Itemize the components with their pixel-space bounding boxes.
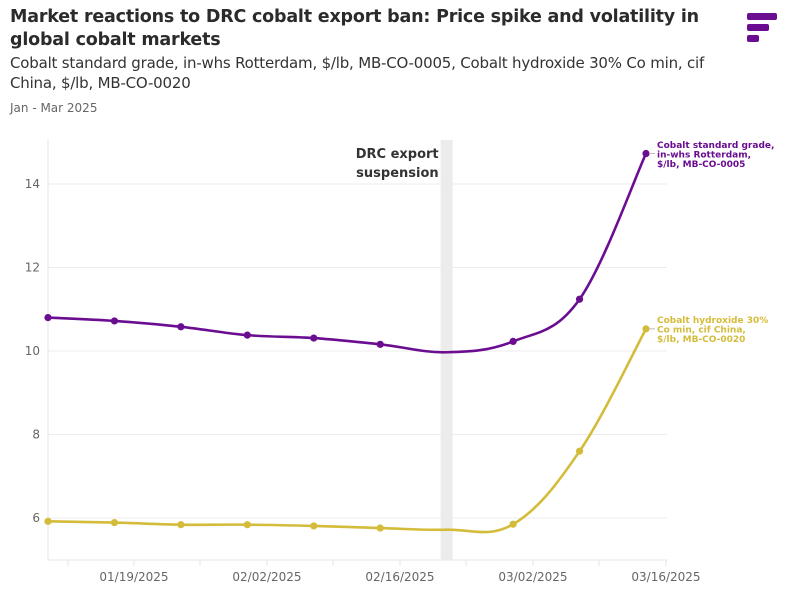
y-tick-label: 8 [32,428,40,442]
data-point [575,447,584,455]
data-point [110,518,119,527]
data-point [509,520,517,528]
data-point [110,317,119,325]
data-point [575,295,584,303]
date-range: Jan - Mar 2025 [10,101,98,115]
data-point [243,521,251,529]
x-tick-label: 03/02/2025 [498,570,567,584]
x-axis: 01/19/2025 02/02/2025 02/16/2025 03/02/2025… [67,560,701,584]
y-tick-label: 6 [32,511,40,525]
data-point [642,149,650,158]
brand-logo-icon [747,13,777,45]
y-tick-label: 10 [25,344,40,358]
series-label: $/lb, MB-CO-0020 [657,335,745,345]
data-point [177,323,185,331]
data-point [310,522,318,530]
data-point [310,334,318,342]
series-label: Cobalt hydroxide 30% [657,316,768,326]
logo-bar-3 [747,35,759,42]
data-point [376,340,384,348]
data-point [642,325,650,333]
data-point [243,331,251,339]
y-tick-label: 12 [25,261,40,275]
y-tick-label: 14 [25,177,40,191]
y-axis: 6 8 10 12 14 [25,177,40,525]
series-label: Co min, cif China, [657,326,746,336]
x-tick-label: 03/16/2025 [631,570,700,584]
series-label: Cobalt standard grade, [657,141,774,151]
series-label: $/lb, MB-CO-0005 [657,160,745,170]
series-label: in-whs Rotterdam, [657,151,751,161]
annotation-line-2: suspension [356,166,439,181]
chart-title: Market reactions to DRC cobalt export ba… [10,7,699,50]
chart-subtitle: Cobalt standard grade, in-whs Rotterdam,… [10,54,705,92]
series-line [47,152,648,354]
data-point [44,314,52,322]
x-tick-label: 02/16/2025 [365,570,434,584]
x-tick-label: 01/19/2025 [99,570,168,584]
data-point [44,517,52,525]
logo-bar-1 [747,13,777,20]
series-group: Cobalt standard grade,in-whs Rotterdam,$… [44,141,774,534]
annotation-line-1: DRC export [356,147,439,162]
data-point [177,521,185,529]
x-tick-label: 02/02/2025 [232,570,301,584]
grid-lines [47,140,667,561]
data-point [376,524,384,532]
logo-bar-2 [747,24,769,31]
export-suspension-band [440,140,453,560]
series-line [47,328,648,534]
data-point [509,337,517,345]
